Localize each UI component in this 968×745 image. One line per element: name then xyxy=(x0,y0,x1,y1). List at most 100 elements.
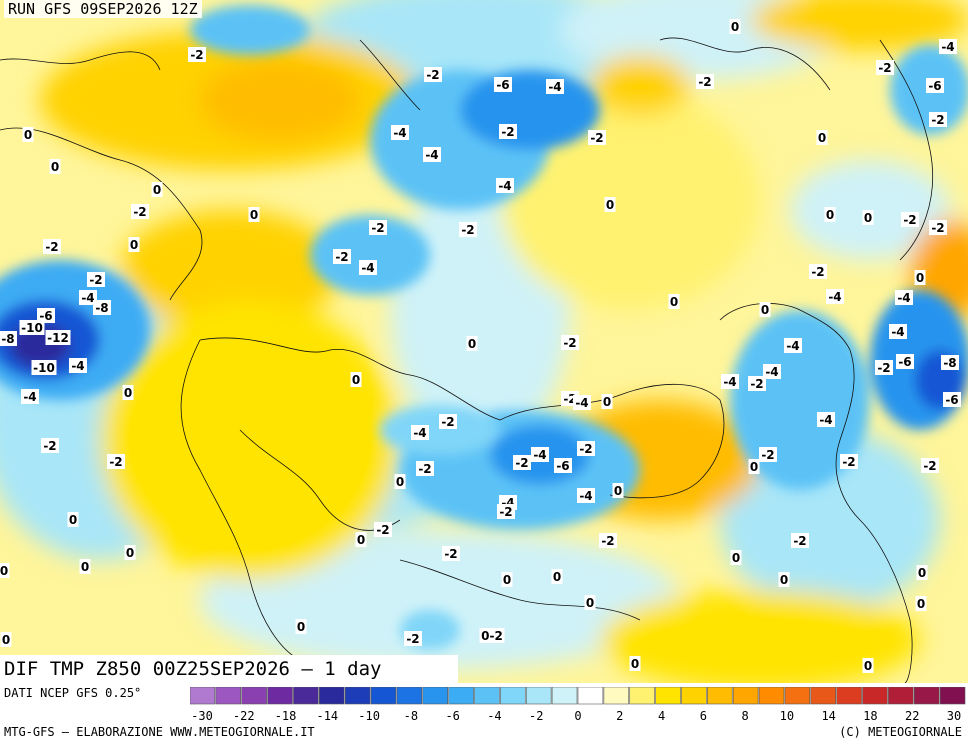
contour-label: 0-2 xyxy=(481,629,503,643)
contour-label: -4 xyxy=(579,489,592,503)
contour-label-bg xyxy=(629,656,641,671)
contour-label: -2 xyxy=(109,455,122,469)
contour-label-bg xyxy=(151,182,163,197)
contour-label-bg xyxy=(577,488,595,503)
contour-label-bg xyxy=(459,222,477,237)
contour-label: 0 xyxy=(69,513,77,527)
contour-label-bg xyxy=(350,372,362,387)
contour-label-bg xyxy=(915,596,927,611)
contour-label-bg xyxy=(546,79,564,94)
contour-label-bg xyxy=(840,454,858,469)
contour-label-bg xyxy=(124,545,136,560)
contour-label-bg xyxy=(295,619,307,634)
contour-label-bg xyxy=(128,237,140,252)
legend-color-box xyxy=(681,687,707,705)
contour-label-bg xyxy=(45,330,71,345)
contour-label: -6 xyxy=(556,459,569,473)
contour-label-bg xyxy=(131,204,149,219)
legend-color-box xyxy=(500,687,526,705)
contour-label-bg xyxy=(439,414,457,429)
legend-color-box xyxy=(732,687,759,705)
contour-label-bg xyxy=(404,631,422,646)
contour-label: -2 xyxy=(931,113,944,127)
contour-label-bg xyxy=(37,308,55,323)
contour-label: -4 xyxy=(23,390,36,404)
legend-tick-label: 10 xyxy=(780,709,794,723)
contour-label-bg xyxy=(466,336,478,351)
contour-label-bg xyxy=(0,632,12,647)
contour-label-bg xyxy=(374,522,392,537)
contour-label: -2 xyxy=(903,213,916,227)
legend-color-box xyxy=(603,687,630,705)
contour-label: -4 xyxy=(575,396,588,410)
contour-label-bg xyxy=(67,512,79,527)
contour-label-bg xyxy=(809,264,827,279)
contour-label: -4 xyxy=(533,448,546,462)
contour-label: -4 xyxy=(413,426,426,440)
credit-left: MTG-GFS — ELABORAZIONE WWW.METEOGIORNALE… xyxy=(4,725,315,739)
contour-label-bg xyxy=(759,302,771,317)
contour-label-bg xyxy=(875,360,893,375)
contour-label: -2 xyxy=(931,221,944,235)
contour-label-bg xyxy=(22,127,34,142)
legend-tick-label: -22 xyxy=(233,709,255,723)
contour-label-bg xyxy=(411,425,429,440)
contour-label-bg xyxy=(921,458,939,473)
legend-color-box xyxy=(525,687,552,705)
contour-label: -4 xyxy=(897,291,910,305)
contour-label: -2 xyxy=(335,250,348,264)
contour-label-bg xyxy=(499,124,517,139)
contour-label-bg xyxy=(93,300,111,315)
contour-label: -4 xyxy=(81,291,94,305)
contour-label-bg xyxy=(69,358,87,373)
contour-label: -4 xyxy=(828,290,841,304)
contour-label-bg xyxy=(391,125,409,140)
contour-label: 0 xyxy=(864,659,872,673)
legend-tick-label: 0 xyxy=(574,709,581,723)
contour-label-bg xyxy=(248,207,260,222)
contour-label: 0 xyxy=(126,546,134,560)
legend-tick-label: 18 xyxy=(863,709,877,723)
contour-label: -2 xyxy=(371,221,384,235)
contour-label: -8 xyxy=(1,332,14,346)
contour-label-bg xyxy=(19,320,45,335)
contour-label-bg xyxy=(721,374,739,389)
contour-label-bg xyxy=(41,438,59,453)
map-title: DIF TMP Z850 00Z25SEP2026 — 1 day xyxy=(0,655,458,683)
legend-color-box xyxy=(655,687,681,705)
temperature-anomaly-map: -2-2-6 -4 -20-4-2-6-20 -4 -2 -2 0-400 -40-2 0-2-… xyxy=(0,0,968,683)
legend-color-box xyxy=(293,687,319,705)
legend-color-box xyxy=(939,687,966,705)
contour-label-bg xyxy=(612,483,624,498)
contour-label-bg xyxy=(416,461,434,476)
contour-label-bg xyxy=(561,335,579,350)
contour-label-bg xyxy=(497,504,515,519)
contour-label: -8 xyxy=(943,356,956,370)
legend-color-box xyxy=(422,687,448,705)
contour-label: -4 xyxy=(361,261,374,275)
contour-label: -4 xyxy=(393,126,406,140)
contour-label: -4 xyxy=(425,148,438,162)
contour-label: 0 xyxy=(917,597,925,611)
legend-color-box xyxy=(707,687,733,705)
contour-label: 0 xyxy=(396,475,404,489)
legend-color-box xyxy=(267,687,293,705)
contour-label: -2 xyxy=(811,265,824,279)
legend-color-box xyxy=(862,687,888,705)
contour-label-bg xyxy=(778,572,790,587)
contour-label: -6 xyxy=(39,309,52,323)
contour-label-bg xyxy=(824,207,836,222)
legend-tick-label: 2 xyxy=(616,709,623,723)
contour-label-bg xyxy=(943,392,961,407)
contour-label: -2 xyxy=(461,223,474,237)
contour-label: 0 xyxy=(130,238,138,252)
contour-label: -2 xyxy=(444,547,457,561)
contour-label-bg xyxy=(369,220,387,235)
contour-label-bg xyxy=(729,19,741,34)
contour-label: 0 xyxy=(51,160,59,174)
contour-label-bg xyxy=(784,338,802,353)
contour-label-bg xyxy=(49,159,61,174)
contour-label-bg xyxy=(479,628,505,643)
legend-tick-label: 14 xyxy=(821,709,835,723)
contour-label: -2 xyxy=(750,377,763,391)
